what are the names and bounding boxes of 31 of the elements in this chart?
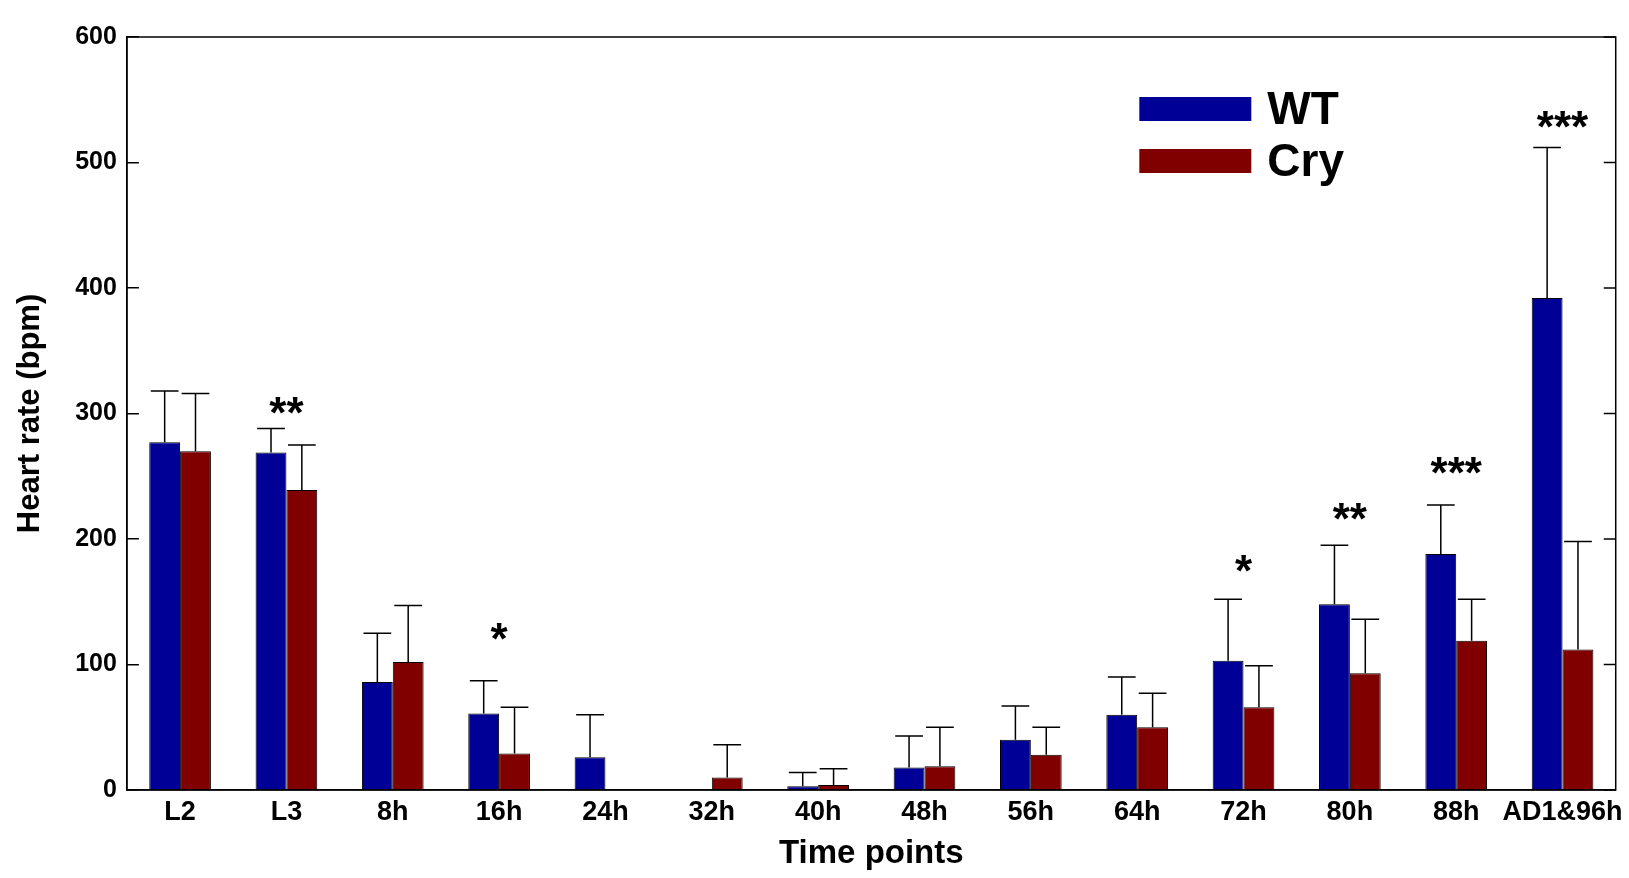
y-tick-label: 600 (75, 20, 117, 49)
annotation: * (1234, 546, 1253, 596)
x-tick-label: 48h (901, 795, 948, 826)
x-tick-label: L3 (270, 795, 303, 826)
x-tick-label: 8h (377, 795, 409, 826)
x-tick-label: 16h (475, 795, 523, 826)
x-tick-label: 64h (1113, 795, 1161, 826)
y-tick-label: 200 (75, 522, 117, 551)
y-axis-title: Heart rate (bpm) (11, 293, 47, 534)
x-tick-label: 88h (1432, 795, 1480, 826)
legend-label: WT (1267, 81, 1339, 134)
y-tick-label: 400 (75, 271, 117, 300)
legend-label: Cry (1267, 133, 1345, 186)
x-axis-title: Time points (779, 833, 964, 871)
annotation: *** (1536, 101, 1590, 151)
annotation: * (490, 614, 509, 664)
y-tick-label: 300 (75, 397, 117, 426)
x-tick-label: 32h (688, 795, 736, 826)
x-tick-label: 72h (1220, 795, 1267, 826)
x-tick-label: 40h (794, 795, 842, 826)
y-tick-label: 0 (103, 773, 117, 802)
y-tick-label: 500 (75, 146, 117, 175)
y-tick-label: 100 (75, 648, 117, 677)
annotation: ** (1332, 493, 1368, 543)
x-tick-label: AD1&96h (1502, 795, 1623, 826)
x-tick-label: 56h (1007, 795, 1055, 826)
annotation: ** (269, 388, 305, 438)
x-tick-label: L2 (164, 795, 196, 826)
x-tick-label: 80h (1326, 795, 1374, 826)
x-tick-label: 24h (582, 795, 629, 826)
annotation: *** (1430, 448, 1483, 498)
